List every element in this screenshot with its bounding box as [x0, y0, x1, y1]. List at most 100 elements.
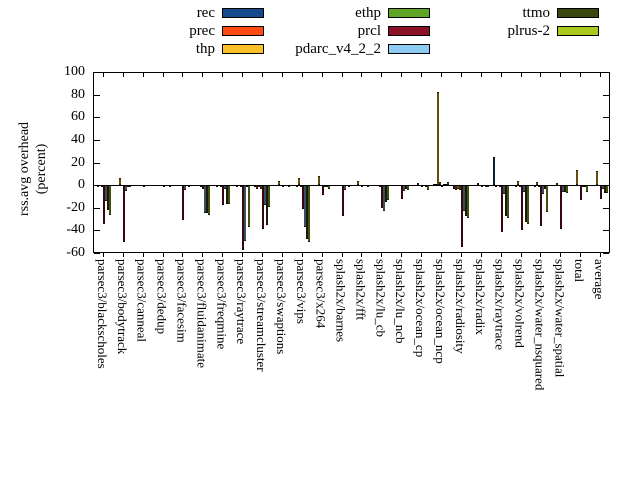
bar-plrus-2 [347, 185, 350, 188]
bar-ttmo [226, 185, 229, 205]
y-axis-title-line1: rss.avg overhead [17, 121, 32, 217]
bar-rec [452, 185, 455, 189]
bar-prcl [580, 185, 583, 200]
bar-plrus-2 [108, 185, 111, 215]
legend-item: prcl [295, 22, 430, 40]
bar-prcl [421, 185, 424, 188]
x-axis-category-label: parsec3/canneal [134, 259, 150, 343]
legend-color-swatch [557, 8, 599, 18]
bar-pdarc_v4_2_2 [462, 185, 465, 212]
x-axis-category-label: parsec3/facesim [174, 259, 190, 343]
x-axis-tick-top [321, 73, 323, 77]
y-axis-tick-label: 100 [64, 64, 85, 79]
bar-prcl [381, 185, 384, 208]
x-axis-category-label: total [572, 259, 588, 283]
bar-prec [454, 185, 457, 190]
bar-plrus-2 [327, 185, 330, 189]
legend-item: plrus-2 [507, 22, 599, 40]
x-axis-tick-top [560, 73, 562, 77]
bar-rec [254, 185, 257, 188]
y-axis-tick-right [603, 117, 609, 119]
legend-color-swatch [388, 8, 430, 18]
legend-label: ttmo [522, 4, 550, 21]
bar-ttmo [206, 185, 209, 214]
legend-label: prec [189, 22, 215, 39]
bar-ttmo [246, 185, 249, 188]
bar-prcl [520, 185, 523, 231]
bar-prcl [560, 185, 563, 230]
bar-prcl [162, 185, 165, 188]
legend-color-swatch [388, 44, 430, 54]
y-axis-tick-label: 20 [71, 154, 85, 170]
bar-pdarc_v4_2_2 [224, 185, 227, 189]
bar-plrus-2 [407, 185, 410, 190]
bar-prec [514, 185, 517, 188]
bar-thp [596, 170, 599, 186]
bar-ttmo [524, 185, 527, 223]
x-axis-category-label: splash2x/ocean_cp [413, 259, 429, 358]
legend-item: prec [189, 22, 264, 40]
x-axis-tick [361, 252, 363, 257]
legend-item: ttmo [508, 4, 599, 22]
y-axis-tick [94, 139, 100, 141]
bar-ttmo [604, 185, 607, 194]
bar-ttmo [106, 185, 109, 210]
x-axis-tick-top [421, 73, 423, 77]
bar-prcl [500, 185, 503, 232]
bar-thp [576, 170, 579, 186]
bar-plrus-2 [466, 185, 469, 218]
bar-pdarc_v4_2_2 [104, 185, 107, 201]
y-axis-tick [94, 94, 100, 96]
x-axis-category-label: splash2x/volrend [512, 259, 528, 348]
bar-ethp [498, 185, 501, 188]
y-axis-tick [94, 207, 100, 209]
bar-ethp [200, 185, 203, 188]
legend-label: ethp [355, 4, 381, 21]
bar-thp [536, 181, 539, 186]
x-axis-tick [580, 252, 582, 257]
x-axis-tick [560, 252, 562, 257]
y-axis-tick-right [603, 94, 609, 96]
y-axis-tick-right [603, 139, 609, 141]
bar-prec [236, 185, 239, 188]
bar-prcl [361, 185, 364, 188]
bar-prcl [540, 185, 543, 226]
x-axis-tick-top [600, 73, 602, 77]
x-axis-category-label: parsec3/x264 [313, 259, 329, 329]
bar-prcl [102, 185, 105, 224]
bar-thp [277, 180, 280, 186]
bar-plrus-2 [446, 181, 449, 186]
x-axis-tick [142, 252, 144, 257]
bar-plrus-2 [287, 185, 290, 188]
bar-pdarc_v4_2_2 [542, 185, 545, 195]
x-axis-tick-top [460, 73, 462, 77]
bar-plrus-2 [506, 185, 509, 218]
x-axis-tick [460, 252, 462, 257]
x-axis-tick-top [361, 73, 363, 77]
x-axis-category-label: splash2x/radiosity [452, 259, 468, 354]
bar-ttmo [305, 185, 308, 240]
x-axis-tick [122, 252, 124, 257]
y-axis-tick-label: 40 [71, 131, 85, 147]
bar-thp [417, 182, 420, 186]
legend-label: rec [196, 4, 215, 21]
bar-plrus-2 [248, 185, 251, 227]
bar-plrus-2 [188, 185, 191, 188]
bar-ethp [518, 185, 521, 188]
bar-prcl [480, 185, 483, 188]
bar-pdarc_v4_2_2 [264, 185, 267, 206]
bar-ethp [240, 185, 243, 188]
x-axis-tick-top [122, 73, 124, 77]
legend-item: rec [189, 4, 264, 22]
legend-label: plrus-2 [507, 22, 551, 39]
bar-prec [434, 183, 437, 186]
x-axis-tick-top [341, 73, 343, 77]
x-axis-category-label: parsec3/fluidanimate [194, 259, 210, 369]
x-axis-category-label: parsec3/dedup [154, 259, 170, 335]
x-axis-tick-top [540, 73, 542, 77]
y-axis-tick-label: 0 [78, 177, 85, 193]
bar-plrus-2 [486, 185, 489, 188]
x-axis-category-label: parsec3/freqmine [214, 259, 230, 350]
bar-pdarc_v4_2_2 [502, 185, 505, 195]
